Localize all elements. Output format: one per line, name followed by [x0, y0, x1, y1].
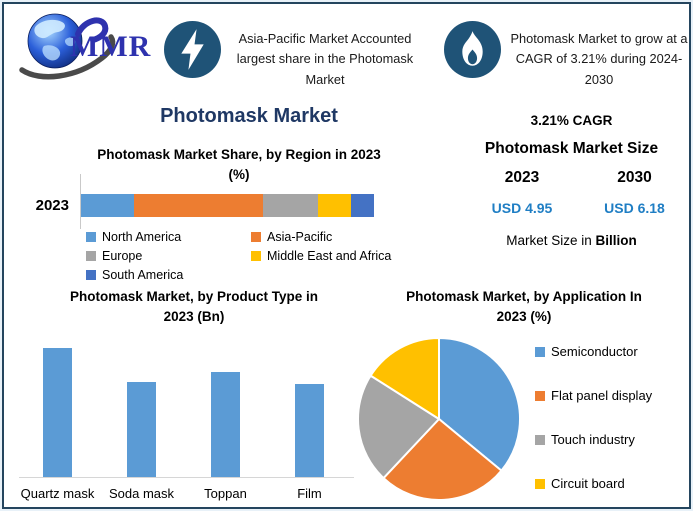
bar-label-quartz-mask: Quartz mask: [20, 486, 95, 501]
legend-item: Middle East and Africa: [251, 249, 391, 263]
cagr-value: 3.21% CAGR: [530, 113, 613, 128]
legend-item: Circuit board: [535, 476, 652, 491]
application-chart-title: Photomask Market, by Application In 2023…: [406, 289, 642, 325]
legend-label: Asia-Pacific: [267, 230, 333, 244]
legend-item: South America: [86, 268, 251, 282]
pie-slice-semiconductor: [438, 337, 521, 472]
legend-swatch: [535, 478, 545, 489]
legend-label: Touch industry: [551, 432, 635, 447]
bar-label-toppan: Toppan: [204, 486, 247, 501]
pie-slice-flat-panel-display: [382, 418, 503, 501]
year-start: 2023: [504, 169, 540, 186]
year-end: 2030: [617, 169, 652, 186]
bar-toppan: [211, 372, 240, 477]
application-pie: [357, 337, 521, 501]
legend-label: Middle East and Africa: [267, 249, 392, 263]
product-chart-title: Photomask Market, by Product Type in 202…: [69, 289, 319, 325]
page-title: Photomask Market: [160, 105, 338, 127]
globe-icon: [19, 13, 116, 80]
legend-label: South America: [102, 268, 184, 282]
bar-segment-europe: [262, 194, 319, 217]
region-stacked-bar: [81, 194, 374, 217]
product-category-labels: Quartz mask Soda mask Toppan Film: [19, 486, 354, 502]
legend-swatch: [535, 434, 545, 445]
market-size-2030: USD 6.18: [604, 200, 665, 216]
bar-segment-south-america: [350, 194, 374, 217]
market-size-title: Photomask Market Size: [484, 140, 659, 157]
market-size-2023: USD 4.95: [491, 200, 553, 216]
lightning-icon: [164, 21, 221, 78]
flame-icon: [444, 21, 501, 78]
legend-item: Touch industry: [535, 432, 652, 447]
bar-film: [295, 384, 324, 477]
legend-label: Circuit board: [551, 476, 625, 491]
application-legend: Semiconductor Flat panel display Touch ind…: [535, 344, 652, 491]
legend-label: North America: [102, 230, 182, 244]
legend-item: Flat panel display: [535, 388, 652, 403]
legend-swatch: [86, 232, 96, 242]
legend-swatch: [251, 232, 261, 242]
market-size-unit-note: Market Size in Billion: [506, 233, 637, 248]
callout-cagr: Photomask Market to grow at a CAGR of 3.…: [510, 30, 688, 87]
legend-swatch: [535, 390, 545, 401]
bar-label-film: Film: [297, 486, 322, 501]
pie-slice-circuit-board: [369, 337, 440, 420]
application-pie-wrap: [355, 335, 523, 503]
legend-item: Semiconductor: [535, 344, 652, 359]
region-chart-title: Photomask Market Share, by Region in 202…: [97, 147, 381, 183]
legend-label: Flat panel display: [551, 388, 653, 403]
legend-swatch: [86, 251, 96, 261]
region-axis-line: [80, 174, 81, 229]
bar-soda-mask: [127, 382, 156, 477]
legend-item: Asia-Pacific: [251, 230, 391, 244]
legend-label: Semiconductor: [551, 344, 638, 359]
legend-swatch: [251, 251, 261, 261]
legend-item: Europe: [86, 249, 251, 263]
bar-segment-middle-east-and-africa: [318, 194, 351, 217]
callout-asia-pacific: Asia-Pacific Market Accounted largest sh…: [236, 30, 414, 87]
legend-swatch: [86, 270, 96, 280]
bar-segment-north-america: [81, 194, 134, 217]
bar-segment-asia-pacific: [133, 194, 263, 217]
legend-label: Europe: [102, 249, 143, 263]
legend-swatch: [535, 346, 545, 357]
region-legend: North America Asia-Pacific Europe Middle Ea…: [86, 230, 391, 282]
legend-item: North America: [86, 230, 251, 244]
product-plot: [19, 344, 354, 478]
region-category-label: 2023: [35, 197, 69, 214]
logo-text: MMR: [70, 30, 152, 63]
mmr-logo: MMR: [14, 8, 164, 88]
pie-slice-touch-industry: [357, 374, 440, 480]
bar-quartz-mask: [43, 348, 72, 477]
bar-label-soda-mask: Soda mask: [108, 486, 175, 501]
